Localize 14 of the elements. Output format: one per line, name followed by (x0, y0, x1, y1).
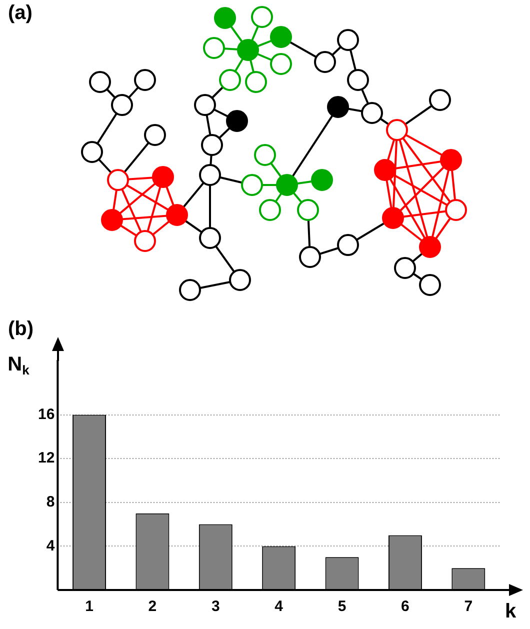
x-tick-label: 1 (85, 598, 94, 616)
x-tick-label: 5 (338, 598, 346, 616)
x-tick-label: 3 (211, 598, 220, 616)
x-tick-label: 6 (401, 598, 410, 616)
x-axis-title: k (505, 600, 517, 623)
x-tick-label: 4 (274, 598, 284, 616)
y-tick-label: 8 (46, 494, 55, 511)
x-tick-label: 7 (464, 598, 473, 616)
y-tick-label: 12 (38, 450, 55, 467)
y-tick-label: 16 (38, 406, 55, 423)
y-tick-label: 4 (46, 537, 56, 554)
text: (b) (8, 318, 34, 341)
x-tick-label: 2 (148, 598, 157, 616)
text: (a) (8, 2, 32, 25)
